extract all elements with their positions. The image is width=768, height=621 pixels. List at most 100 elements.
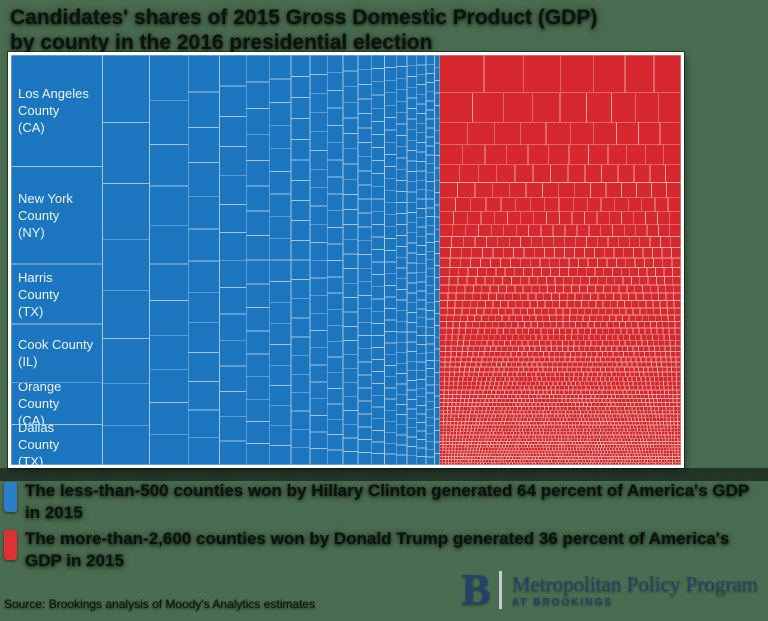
county-cell bbox=[632, 327, 640, 335]
county-cell bbox=[531, 409, 536, 415]
county-cell bbox=[309, 381, 328, 400]
county-cell bbox=[649, 402, 655, 407]
county-cell bbox=[445, 333, 453, 341]
county-cell bbox=[457, 447, 462, 452]
county-cell bbox=[384, 117, 397, 131]
county-cell bbox=[665, 402, 670, 407]
county-cell bbox=[309, 312, 328, 331]
county-cell bbox=[543, 456, 548, 460]
county-cell bbox=[633, 427, 638, 433]
county-cell bbox=[665, 450, 670, 455]
county-cell bbox=[495, 361, 502, 368]
county-cell bbox=[467, 345, 475, 352]
county-cell bbox=[559, 389, 565, 395]
county-cell bbox=[668, 321, 676, 329]
county-cell bbox=[658, 434, 663, 439]
county-cell bbox=[515, 224, 529, 237]
county-cell bbox=[545, 121, 571, 146]
county-cell bbox=[582, 406, 588, 411]
county-cell bbox=[539, 459, 544, 463]
county-cell bbox=[673, 292, 681, 302]
county-cell bbox=[439, 441, 444, 446]
county-cell bbox=[474, 437, 479, 442]
county-cell bbox=[589, 461, 594, 465]
county-cell bbox=[187, 161, 220, 197]
county-cell bbox=[565, 453, 570, 458]
county-cell bbox=[601, 351, 609, 358]
county-cell bbox=[384, 331, 397, 344]
county-cell bbox=[506, 437, 511, 442]
county-cell bbox=[634, 441, 639, 446]
county-cell bbox=[416, 447, 427, 457]
county-cell bbox=[434, 301, 441, 314]
county-cell bbox=[506, 345, 514, 352]
county-cell bbox=[559, 55, 595, 94]
county-cell bbox=[538, 434, 543, 439]
county-cell bbox=[555, 406, 561, 411]
county-cell bbox=[641, 417, 647, 422]
county-state: (CA) bbox=[18, 413, 45, 425]
county-cell bbox=[600, 321, 608, 329]
county-cell bbox=[406, 252, 418, 264]
county-cell bbox=[513, 413, 519, 419]
county-cell bbox=[624, 55, 655, 94]
county-cell bbox=[582, 376, 588, 382]
county-cell bbox=[677, 437, 681, 442]
county-cell bbox=[655, 413, 660, 419]
county-cell bbox=[585, 339, 592, 347]
county-cell bbox=[357, 113, 373, 129]
county-cell bbox=[618, 437, 622, 442]
county-cell bbox=[666, 307, 675, 316]
county-cell bbox=[511, 461, 516, 465]
county-cell bbox=[575, 314, 584, 322]
county-cell bbox=[601, 380, 607, 387]
county-cell bbox=[601, 444, 606, 449]
county-cell bbox=[461, 444, 466, 449]
county-cell bbox=[518, 376, 524, 382]
county-cell bbox=[563, 417, 568, 422]
county-cell bbox=[553, 351, 561, 358]
county-cell bbox=[535, 456, 539, 460]
county-cell bbox=[662, 321, 670, 329]
county-cell bbox=[605, 437, 610, 442]
county-cell bbox=[627, 459, 631, 463]
county-cell bbox=[187, 291, 220, 324]
county-cell bbox=[425, 351, 435, 361]
county-cell bbox=[567, 406, 572, 411]
county-cell bbox=[565, 409, 570, 415]
county-cell bbox=[639, 424, 645, 429]
county-cell bbox=[508, 417, 514, 422]
county-cell bbox=[406, 118, 418, 131]
county-cell bbox=[477, 453, 482, 458]
county-cell bbox=[474, 441, 479, 446]
county-cell bbox=[439, 211, 455, 226]
county-cell bbox=[532, 437, 537, 442]
county-cell bbox=[620, 356, 627, 363]
county-cell bbox=[481, 409, 487, 415]
county-cell bbox=[491, 459, 495, 463]
county-cell bbox=[395, 320, 408, 333]
county-cell bbox=[631, 444, 636, 449]
county-cell bbox=[649, 420, 654, 426]
county-cell bbox=[544, 393, 550, 399]
county-cell bbox=[439, 461, 444, 465]
county-cell bbox=[473, 444, 478, 449]
county-cell bbox=[503, 224, 517, 237]
county-cell bbox=[442, 459, 446, 463]
county-cell bbox=[555, 307, 564, 316]
county-cell bbox=[445, 461, 449, 465]
county-cell bbox=[586, 450, 591, 455]
county-cell bbox=[483, 417, 488, 422]
county-cell bbox=[434, 155, 441, 169]
county-cell bbox=[425, 100, 435, 111]
county-cell bbox=[484, 398, 490, 403]
county-cell bbox=[543, 292, 553, 302]
county-cell bbox=[638, 351, 645, 358]
county-cell bbox=[475, 361, 482, 368]
county-cell bbox=[536, 420, 541, 426]
county-cell bbox=[523, 333, 531, 341]
county-cell bbox=[442, 447, 447, 452]
county-cell bbox=[625, 398, 631, 403]
county-cell bbox=[517, 345, 525, 352]
county-cell bbox=[449, 437, 454, 442]
